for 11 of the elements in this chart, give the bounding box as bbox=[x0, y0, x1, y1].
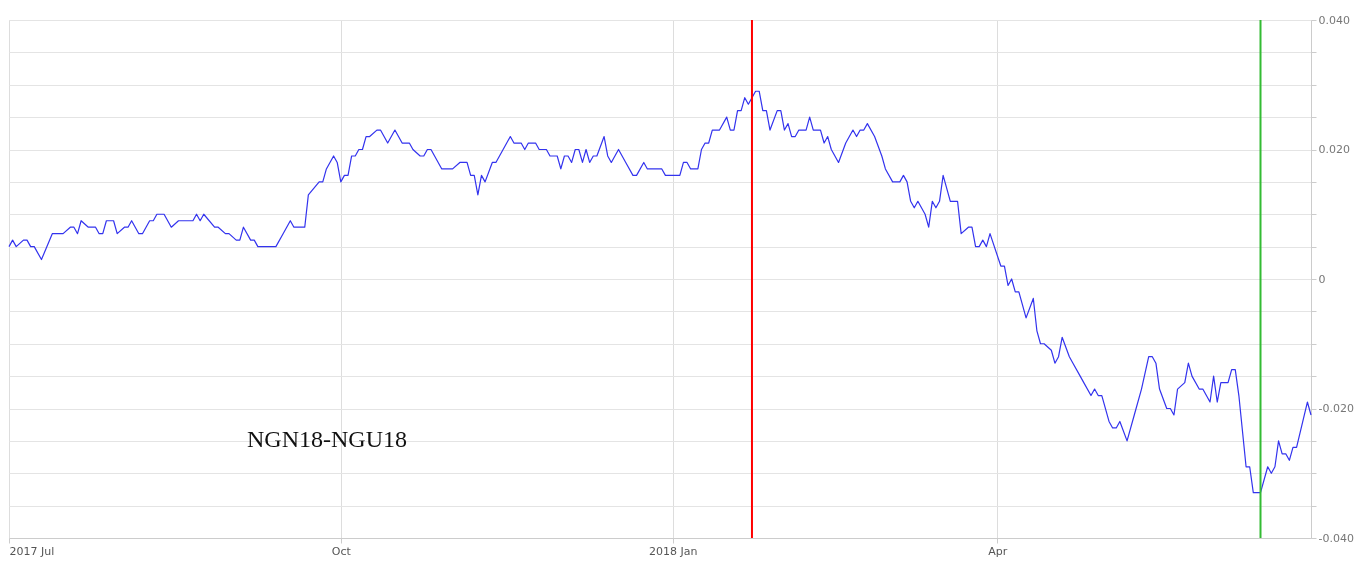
y-tick-label: 0.040 bbox=[1318, 13, 1350, 27]
x-tick-label: Apr bbox=[988, 544, 1008, 558]
y-tick-label: -0.020 bbox=[1318, 402, 1354, 415]
x-tick-label: Oct bbox=[331, 544, 352, 558]
annotation: NGN18-NGU18 bbox=[247, 426, 407, 452]
x-tick-label: 2018 Jan bbox=[648, 544, 698, 558]
y-tick-label: 0.020 bbox=[1318, 143, 1350, 156]
x-tick-label: 2017 Jul bbox=[9, 544, 55, 558]
y-tick-label: -0.040 bbox=[1318, 531, 1354, 545]
line-series bbox=[8, 90, 1312, 494]
y-tick-label: 0 bbox=[1318, 272, 1326, 286]
